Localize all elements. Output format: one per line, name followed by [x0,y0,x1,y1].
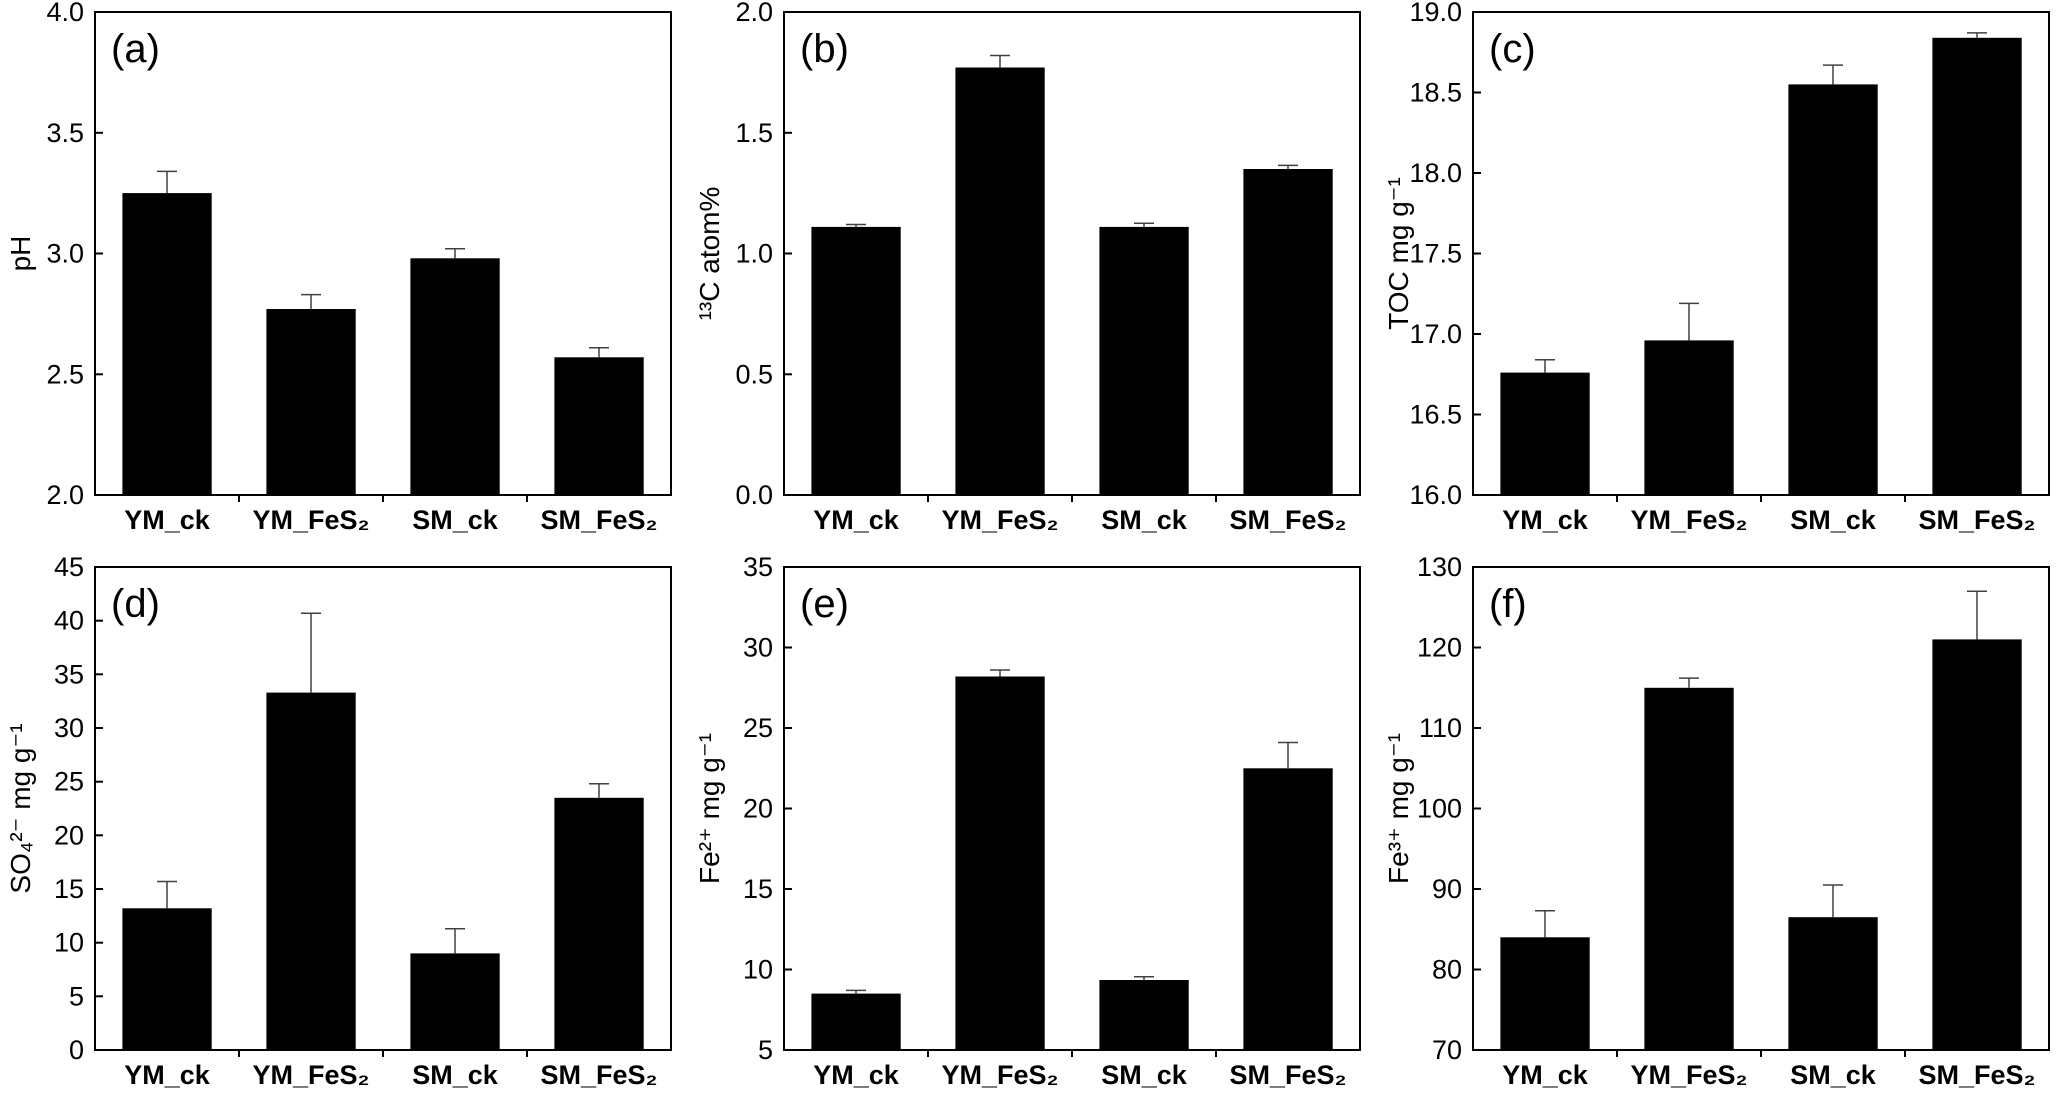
svg-text:3.0: 3.0 [46,239,84,269]
svg-text:SM_ck: SM_ck [1101,1060,1188,1090]
svg-text:16.0: 16.0 [1409,480,1462,510]
svg-text:0.5: 0.5 [735,359,773,389]
svg-text:18.5: 18.5 [1409,78,1462,108]
panel-c-toc-chart: YM_ck YM_FeS₂ SM_ck SM_FeS₂ 16.0 16.5 17.0 17.5… [1378,0,2067,555]
svg-text:30: 30 [54,713,84,743]
svg-text:3.5: 3.5 [46,118,84,148]
svg-text:30: 30 [743,633,773,663]
svg-text:YM_ck: YM_ck [124,1060,211,1090]
svg-text:4.0: 4.0 [46,0,84,27]
svg-text:70: 70 [1432,1035,1462,1065]
svg-text:SM_ck: SM_ck [412,505,499,535]
svg-text:SM_FeS₂: SM_FeS₂ [540,505,657,535]
svg-text:17.0: 17.0 [1409,319,1462,349]
svg-text:18.0: 18.0 [1409,158,1462,188]
svg-text:SM_FeS₂: SM_FeS₂ [1918,505,2035,535]
svg-text:(b): (b) [800,27,849,71]
svg-text:110: 110 [1419,713,1462,743]
svg-text:10: 10 [743,955,773,985]
svg-text:16.5: 16.5 [1409,400,1462,430]
panel-f-fe3-chart: YM_ck YM_FeS₂ SM_ck SM_FeS₂ 70 80 90 100 110 120 1… [1378,555,2067,1110]
svg-text:35: 35 [54,659,84,689]
svg-text:SM_FeS₂: SM_FeS₂ [540,1060,657,1090]
svg-text:YM_FeS₂: YM_FeS₂ [252,505,369,535]
svg-text:2.5: 2.5 [46,359,84,389]
svg-text:YM_ck: YM_ck [813,1060,900,1090]
svg-text:15: 15 [54,874,84,904]
svg-text:25: 25 [743,713,773,743]
svg-text:(f): (f) [1489,582,1527,626]
svg-text:2.0: 2.0 [46,480,84,510]
svg-text:80: 80 [1432,955,1462,985]
svg-text:SM_FeS₂: SM_FeS₂ [1918,1060,2035,1090]
svg-text:0.0: 0.0 [735,480,773,510]
svg-text:SM_FeS₂: SM_FeS₂ [1229,1060,1346,1090]
svg-text:40: 40 [54,606,84,636]
svg-text:130: 130 [1417,555,1462,582]
svg-text:90: 90 [1432,874,1462,904]
svg-text:YM_FeS₂: YM_FeS₂ [941,505,1058,535]
svg-text:pH: pH [5,236,36,272]
svg-text:(a): (a) [111,27,160,71]
svg-text:YM_FeS₂: YM_FeS₂ [252,1060,369,1090]
panel-d-sulfate-chart: YM_ck YM_FeS₂ SM_ck SM_FeS₂ 0 5 10 15 20 25 30 35 40… [0,555,689,1110]
svg-text:20: 20 [743,794,773,824]
svg-text:100: 100 [1417,794,1462,824]
svg-text:Fe³⁺ mg g⁻¹: Fe³⁺ mg g⁻¹ [1383,733,1414,884]
svg-text:1.0: 1.0 [735,239,773,269]
svg-text:10: 10 [54,928,84,958]
svg-text:YM_FeS₂: YM_FeS₂ [941,1060,1058,1090]
panel-e-fe2-chart: YM_ck YM_FeS₂ SM_ck SM_FeS₂ 5 10 15 20 25 30 35 (e)… [689,555,1378,1110]
svg-text:(d): (d) [111,582,160,626]
svg-text:YM_FeS₂: YM_FeS₂ [1630,505,1747,535]
panel-a-ph-chart: YM_ck YM_FeS₂ SM_ck SM_FeS₂ 2.0 2.5 3.0 3.5 4.0 (… [0,0,689,555]
svg-text:SM_FeS₂: SM_FeS₂ [1229,505,1346,535]
svg-text:SO₄²⁻ mg g⁻¹: SO₄²⁻ mg g⁻¹ [5,723,36,893]
svg-text:SM_ck: SM_ck [1101,505,1188,535]
svg-text:SM_ck: SM_ck [1790,505,1877,535]
svg-text:YM_ck: YM_ck [1502,505,1589,535]
svg-text:45: 45 [54,555,84,582]
svg-text:15: 15 [743,874,773,904]
svg-text:YM_ck: YM_ck [813,505,900,535]
svg-text:Fe²⁺ mg g⁻¹: Fe²⁺ mg g⁻¹ [694,733,725,884]
svg-text:(e): (e) [800,582,849,626]
svg-text:(c): (c) [1489,27,1536,71]
svg-text:YM_ck: YM_ck [1502,1060,1589,1090]
panel-b-13c-chart: YM_ck YM_FeS₂ SM_ck SM_FeS₂ 0.0 0.5 1.0 1.5 2.0 (… [689,0,1378,555]
svg-text:TOC mg g⁻¹: TOC mg g⁻¹ [1383,177,1414,330]
svg-text:YM_FeS₂: YM_FeS₂ [1630,1060,1747,1090]
svg-text:1.5: 1.5 [735,118,773,148]
svg-text:120: 120 [1417,633,1462,663]
svg-text:19.0: 19.0 [1409,0,1462,27]
svg-text:0: 0 [69,1035,84,1065]
svg-text:5: 5 [758,1035,773,1065]
svg-text:2.0: 2.0 [735,0,773,27]
svg-text:25: 25 [54,767,84,797]
svg-text:SM_ck: SM_ck [412,1060,499,1090]
svg-text:YM_ck: YM_ck [124,505,211,535]
svg-text:35: 35 [743,555,773,582]
svg-text:20: 20 [54,820,84,850]
svg-text:5: 5 [69,981,84,1011]
svg-text:17.5: 17.5 [1409,239,1462,269]
svg-text:SM_ck: SM_ck [1790,1060,1877,1090]
svg-text:¹³C atom%: ¹³C atom% [694,187,725,321]
